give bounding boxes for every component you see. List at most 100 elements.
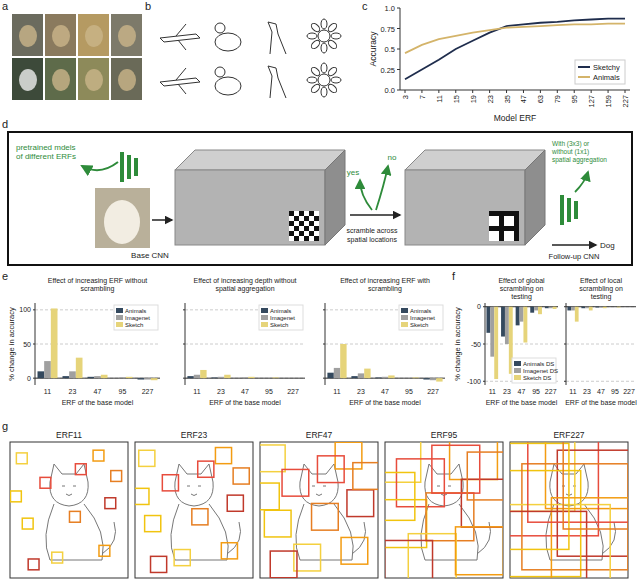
receptive-field [467,452,503,500]
x-tick-label: 23 [217,388,225,395]
receptive-field [528,442,628,522]
bar [266,378,272,379]
spatial-cell [309,216,314,221]
bar [623,306,627,307]
receptive-field [264,510,291,537]
plot-area [187,370,278,378]
spatial-cell [494,221,499,226]
bar [494,307,498,379]
spatial-cell [499,211,504,216]
photo-subject [19,69,37,91]
y-tick-label: 0 [477,303,481,310]
network-bar [567,198,571,222]
x-tick-label: 227 [545,388,557,395]
x-tick-label: 95 [405,388,413,395]
receptive-field [312,503,339,530]
spatial-cell [309,226,314,231]
x-tick-label: 95 [119,388,127,395]
spatial-cell [309,211,314,216]
bar [69,371,76,378]
circle [318,74,330,86]
spatial-cell [309,221,314,226]
spatial-cell [494,236,499,241]
receptive-field [510,505,610,578]
receptive-field [347,490,374,517]
spatial-cell [304,236,309,241]
bar [44,361,51,378]
bar [553,307,557,309]
erf-panel [260,442,378,578]
spatial-cell [499,236,504,241]
photo [78,14,109,56]
x-tick-label: 3 [401,95,410,99]
spatial-cell [314,236,319,241]
bar [585,307,589,308]
x-tick-label: 47 [94,388,102,395]
spatial-cell [489,221,494,226]
chart-title: Effect of increasing depth withoutspatia… [194,277,297,293]
x-tick-label: 23 [357,388,365,395]
feature-map [175,150,345,170]
path [268,66,286,98]
receptive-field [93,450,104,461]
network-bar [560,195,564,225]
legend-swatch [261,308,268,313]
legend-box [259,305,303,330]
bar [382,377,388,378]
legend-label: Sketch [410,322,428,328]
photo-subject [85,69,103,91]
receptive-field [557,450,628,556]
x-tick-label: 11 [333,388,340,395]
bar [334,368,340,378]
note: pretrained mdelsof different ERFs [16,143,76,161]
spatial-cell [304,231,309,236]
label: Follow-up CNN [549,252,600,261]
erf-panel [385,442,503,578]
feature-map [175,170,325,245]
bar [211,377,217,379]
legend-label: Sketch [125,322,143,328]
sketch [160,68,200,94]
y-tick [397,90,400,91]
bar [571,307,575,311]
grid-line [185,344,305,345]
legend-swatch [578,76,590,78]
legend-label: Animals [270,308,291,314]
plot-area [38,308,158,380]
receptive-field [221,543,237,559]
ellipse [327,39,338,50]
path [160,24,200,50]
receptive-field [341,537,368,564]
path [102,522,116,554]
bar [187,376,193,378]
y-tick-label: 0.0 [385,86,395,95]
legend-label: Imagenet [410,315,435,321]
ellipse [310,22,321,33]
receptive-field [151,556,167,572]
spatial-cell [489,231,494,236]
erf-panel [510,442,628,578]
panel-letter: e [2,270,8,282]
ellipse [310,83,321,94]
bar [490,307,494,357]
receptive-field [510,471,581,577]
bar [375,377,381,379]
bar [242,377,248,379]
bar [144,378,151,379]
bar [218,377,224,378]
chart-title: Effect of increasing ERF withoutscrambli… [48,277,148,293]
receptive-field [522,464,628,570]
x-tick-label: 35 [503,95,512,103]
x-tick-label: 23 [69,388,77,395]
y-axis [325,303,326,385]
x-axis-label: ERF of the base model [565,399,637,406]
spatial-cell [289,211,294,216]
spatial-cell [499,231,504,236]
spatial-cell [289,226,294,231]
path [62,486,76,496]
bar [406,378,412,379]
spatial-cell [309,231,314,236]
receptive-field [227,495,243,511]
photo-subject [19,25,37,47]
spatial-cell [499,216,504,221]
